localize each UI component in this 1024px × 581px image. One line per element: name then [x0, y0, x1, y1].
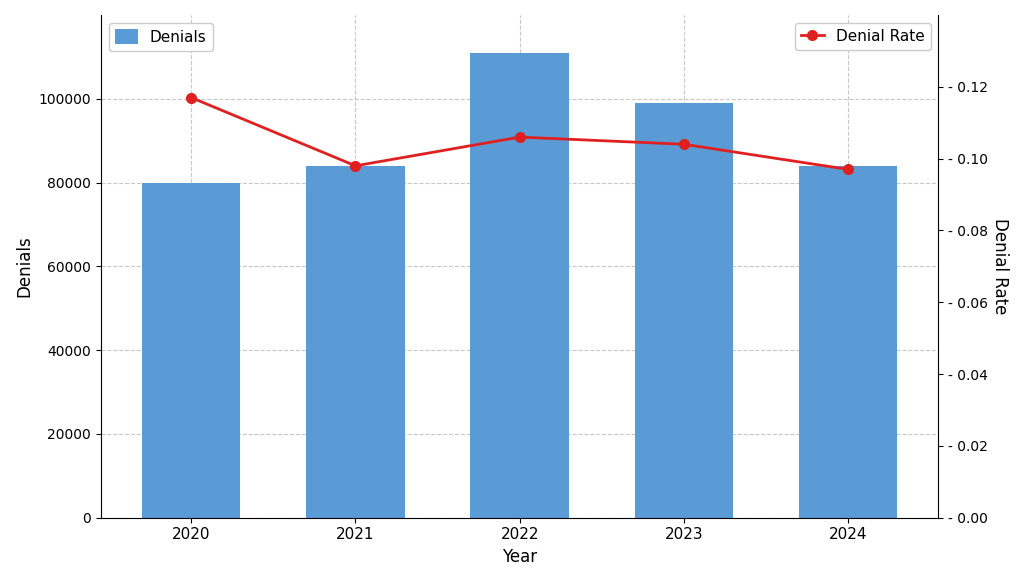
Bar — [799, 166, 897, 518]
Bar — [306, 166, 404, 518]
Denial Rate — [513, 134, 525, 141]
Denial Rate — [842, 166, 854, 173]
Line: Denial Rate: Denial Rate — [186, 93, 853, 174]
Denial Rate — [185, 94, 198, 101]
Denial Rate — [678, 141, 690, 148]
Y-axis label: Denials: Denials — [15, 235, 33, 297]
Y-axis label: Denial Rate: Denial Rate — [991, 218, 1009, 314]
Bar — [142, 182, 241, 518]
X-axis label: Year: Year — [502, 548, 538, 566]
Legend: Denial Rate: Denial Rate — [795, 23, 931, 50]
Denial Rate — [349, 162, 361, 169]
Bar — [635, 103, 733, 518]
Legend: Denials: Denials — [109, 23, 213, 51]
Bar — [470, 53, 569, 518]
